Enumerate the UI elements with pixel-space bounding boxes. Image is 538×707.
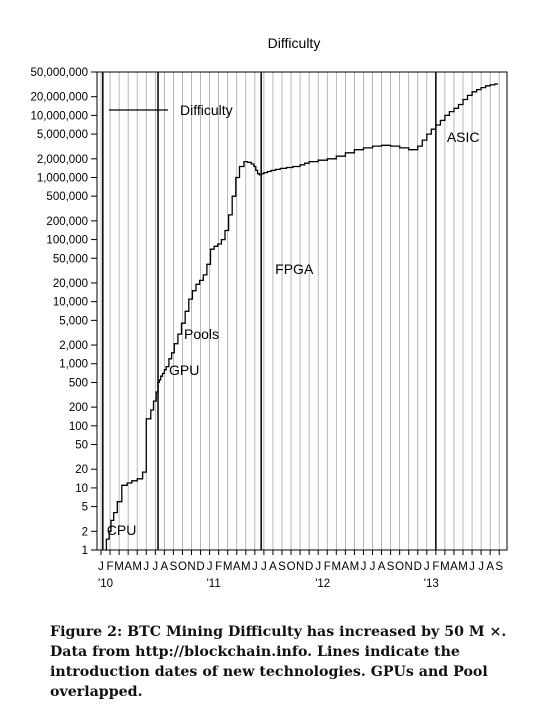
y-tick-label: 500,000 [46, 191, 88, 203]
y-tick-label: 20 [75, 464, 88, 476]
x-year-label: '12 [315, 578, 330, 590]
x-tick-label: S [387, 561, 395, 573]
y-tick-label: 5,000 [59, 315, 88, 327]
x-tick-label: F [215, 561, 222, 573]
y-tick-label: 20,000 [53, 278, 88, 290]
x-tick-label: J [98, 561, 104, 573]
y-tick-label: 2,000,000 [37, 154, 88, 166]
y-tick-label: 10 [75, 483, 88, 495]
vertical-gridlines [100, 72, 500, 550]
y-tick-label: 1 [82, 545, 88, 557]
legend: Difficulty [109, 102, 233, 118]
annotation-label: FPGA [275, 261, 314, 277]
x-tick-label: A [124, 561, 132, 573]
x-tick-label: M [223, 561, 233, 573]
x-tick-label: D [414, 561, 422, 573]
x-tick-label: J [469, 561, 475, 573]
y-tick-label: 10,000,000 [30, 110, 88, 122]
y-tick-label: 100,000 [46, 235, 88, 247]
legend-label: Difficulty [180, 102, 233, 118]
x-tick-label: O [178, 561, 187, 573]
x-tick-label: J [152, 561, 158, 573]
y-tick-label: 500 [69, 377, 88, 389]
caption-bold-lead: Figure 2: BTC Mining Difficulty has incr… [50, 624, 507, 640]
chart-title: Difficulty [268, 35, 321, 51]
y-tick-label: 50,000,000 [30, 67, 88, 79]
x-tick-label: D [305, 561, 313, 573]
x-tick-label: J [315, 561, 321, 573]
difficulty-chart: Difficulty 1 2 5 10 20 50 100 200 500 1,000 2,000 5… [30, 35, 508, 590]
figure-caption: Figure 2: BTC Mining Difficulty has incr… [50, 622, 530, 702]
x-tick-label: J [143, 561, 149, 573]
x-tick-label: O [287, 561, 296, 573]
x-tick-label: N [187, 561, 195, 573]
y-tick-label: 5 [82, 502, 88, 514]
x-tick-label: A [161, 561, 169, 573]
y-tick-label: 2,000 [59, 340, 88, 352]
annotation-label: GPU [169, 362, 199, 378]
x-tick-label: A [486, 561, 494, 573]
y-tick-label: 50 [75, 440, 88, 452]
x-tick-label: M [350, 561, 360, 573]
plot-frame [96, 71, 508, 551]
caption-rest: Data from http://blockchain.info. Lines … [50, 644, 488, 700]
x-tick-label: A [450, 561, 458, 573]
annotations: CPU GPU Pools FPGA ASIC [107, 129, 480, 538]
x-tick-label: J [207, 561, 213, 573]
x-tick-label: M [114, 561, 124, 573]
x-tick-label: J [361, 561, 367, 573]
x-tick-label: J [424, 561, 430, 573]
y-tick-label: 200,000 [46, 216, 88, 228]
annotation-label: ASIC [447, 129, 480, 145]
x-tick-label: F [324, 561, 331, 573]
x-tick-label: F [432, 561, 439, 573]
x-tick-label: N [405, 561, 413, 573]
x-year-label: '11 [207, 578, 221, 590]
technology-lines [102, 72, 437, 550]
x-tick-label: A [378, 561, 386, 573]
x-tick-label: S [170, 561, 178, 573]
y-tick-label: 1,000 [59, 359, 88, 371]
x-tick-label: J [478, 561, 484, 573]
y-tick-label: 2 [82, 526, 88, 538]
x-tick-label: J [252, 561, 258, 573]
x-tick-label: J [261, 561, 267, 573]
x-year-label: '10 [98, 578, 113, 590]
x-tick-label: A [269, 561, 277, 573]
difficulty-series-line [105, 83, 499, 551]
y-tick-label: 5,000,000 [37, 129, 88, 141]
x-tick-label: S [278, 561, 286, 573]
x-tick-label: N [296, 561, 304, 573]
y-tick-label: 200 [69, 402, 88, 414]
x-tick-label: J [370, 561, 376, 573]
x-tick-label: S [495, 561, 503, 573]
annotation-label: Pools [184, 326, 219, 342]
x-tick-label: M [132, 561, 142, 573]
annotation-label: CPU [107, 522, 137, 538]
x-year-label: '13 [424, 578, 439, 590]
x-tick-label: M [332, 561, 342, 573]
y-axis: 1 2 5 10 20 50 100 200 500 1,000 2,000 5,000 10,000 2… [30, 67, 97, 557]
x-tick-label: F [107, 561, 114, 573]
x-tick-label: O [395, 561, 404, 573]
y-tick-label: 100 [69, 421, 88, 433]
y-tick-label: 50,000 [53, 253, 88, 265]
x-tick-label: A [233, 561, 241, 573]
x-tick-label: M [440, 561, 450, 573]
x-tick-label: D [196, 561, 204, 573]
y-tick-label: 20,000,000 [30, 92, 88, 104]
y-tick-label: 10,000 [53, 297, 88, 309]
y-tick-label: 1,000,000 [37, 172, 88, 184]
x-tick-label: M [458, 561, 468, 573]
x-tick-label: A [342, 561, 350, 573]
x-tick-label: M [241, 561, 251, 573]
